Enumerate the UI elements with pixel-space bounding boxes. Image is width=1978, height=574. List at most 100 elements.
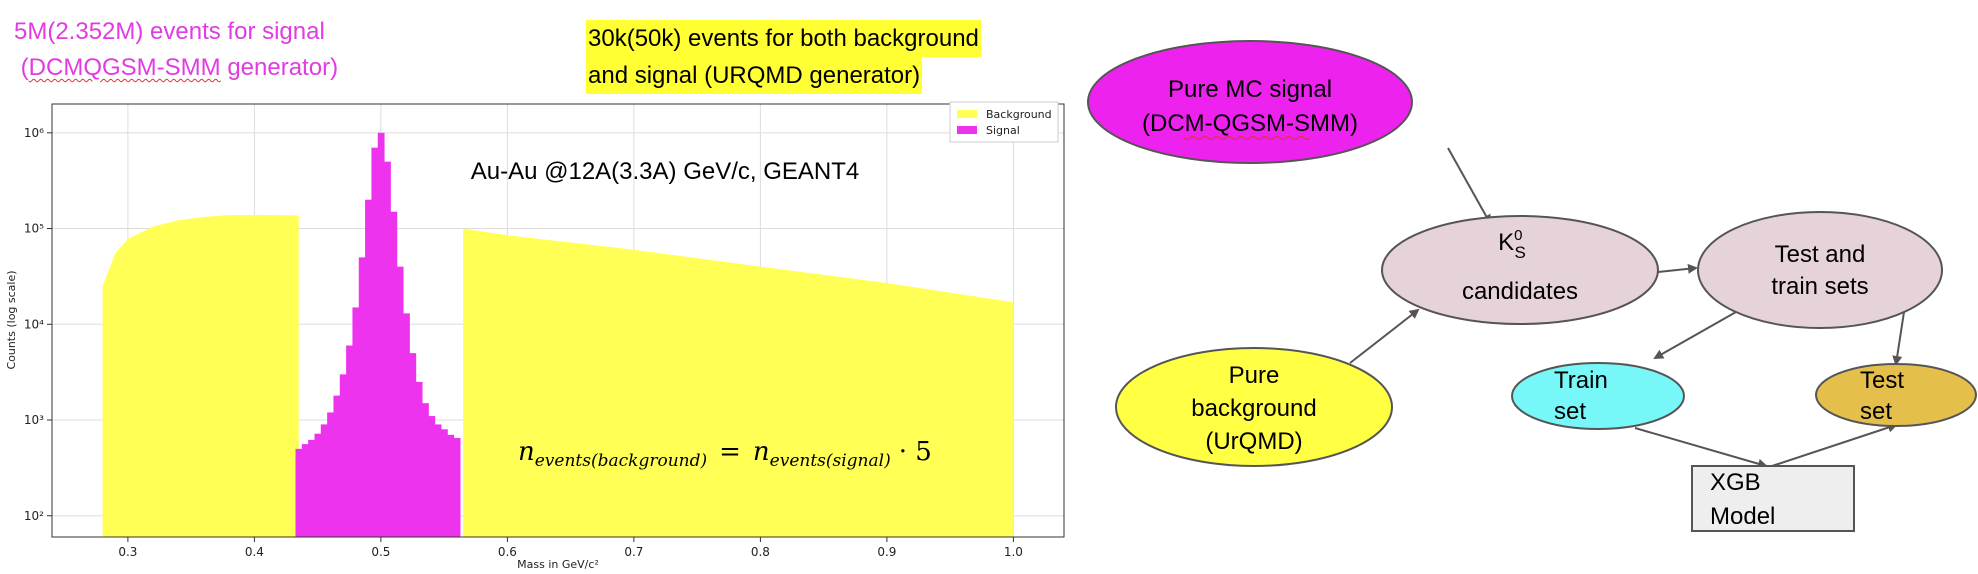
edge-k0s-to-sets [1657,263,1698,274]
signal-bar [396,266,404,537]
pure-background-ellipse [1115,347,1393,467]
signal-bar [440,429,448,537]
signal-bar [447,434,455,537]
pipeline-diagram: Pure MC signal (DCM-QGSM-SMM) K0 S candid… [1087,40,1977,532]
node-train-set: Train set [1511,362,1685,430]
plot-frame [51,103,1065,538]
y-tick-label: 10² [24,509,44,523]
xgb-model-line2: Model [1710,503,1775,530]
signal-bar [365,199,372,538]
k0s-candidates-label: candidates [1462,278,1578,305]
background-region-high [463,228,1014,537]
test-set-line2: set [1860,398,1892,425]
formula-rhs-subscript: events(signal) [770,451,891,471]
legend-label-signal: Signal [986,124,1020,137]
signal-bar [453,437,461,537]
signal-bar [403,313,410,537]
signal-bar [314,433,322,537]
signal-bar [295,448,303,537]
background-events-line1: 30k(50k) events for both background [586,20,981,57]
x-tick-label: 0.6 [498,545,517,559]
k0s-superscript: 0 [1514,227,1522,244]
x-tick-label: 0.4 [245,545,264,559]
signal-bar [320,424,328,537]
formula-lhs: n [518,437,535,467]
test-set-ellipse [1815,363,1977,427]
x-tick-label: 0.8 [751,545,770,559]
signal-events-note: 5M(2.352M) events for signal (DCMQGSM-SM… [14,14,338,86]
signal-bar [371,147,379,537]
signal-bar [415,381,423,537]
signal-bar [409,353,417,537]
collision-annotation: Au-Au @12A(3.3A) GeV/c, GEANT4 [471,158,860,185]
node-test-train-sets: Test and train sets [1697,211,1943,329]
pure-mc-signal-line2: (DCM-QGSM-SMM) [1142,110,1358,137]
signal-bar [358,257,366,537]
edge-mc-to-k0s [1447,147,1491,225]
pure-background-line1: Pure [1229,362,1280,389]
signal-bar [428,416,436,537]
pure-background-line2: background [1191,395,1316,422]
node-pure-background: Pure background (UrQMD) [1115,347,1393,467]
x-tick-label: 0.5 [371,545,390,559]
x-tick-label: 0.7 [624,545,643,559]
events-ratio-formula: nevents(background) = nevents(signal) · 5 [518,437,932,471]
train-set-line1: Train [1554,367,1608,394]
test-train-sets-line2: train sets [1771,273,1868,300]
signal-bar [390,211,398,537]
x-tick-label: 0.3 [118,545,137,559]
pure-mc-signal-line1: Pure MC signal [1168,76,1332,103]
test-train-sets-ellipse [1697,211,1943,329]
edge-train-to-xgb [1634,427,1768,469]
y-tick-label: 10⁶ [24,126,44,140]
signal-bar [346,345,353,537]
edge-sets-to-test [1892,311,1905,366]
legend: Background Signal [949,101,1059,143]
node-test-set: Test set [1815,363,1977,427]
signal-bar [339,374,347,537]
signal-bar [301,444,309,537]
x-tick-label: 1.0 [1004,545,1023,559]
x-axis-label: Mass in GeV/c² [517,558,599,571]
signal-bar [377,132,385,537]
k0s-subscript: S [1515,243,1526,262]
mass-histogram: 0.3 0.4 0.5 0.6 0.7 0.8 0.9 1.010²10³10⁴10⁵10⁶ … [5,101,1065,571]
legend-label-background: Background [986,108,1052,121]
edge-bkg-to-k0s [1349,308,1420,364]
test-train-sets-line1: Test and [1775,241,1866,268]
signal-bar [308,439,315,537]
node-xgb-model: XGB Model [1691,465,1855,532]
signal-bar [434,424,442,537]
signal-bar [327,412,334,537]
pure-mc-signal-ellipse [1087,40,1413,164]
train-set-ellipse [1511,362,1685,430]
signal-bar [384,161,391,538]
test-set-line1: Test [1860,367,1904,394]
node-pure-mc-signal: Pure MC signal (DCM-QGSM-SMM) [1087,40,1413,164]
signal-events-line2-post: generator) [220,54,339,81]
legend-swatch-signal [957,126,977,134]
axis-ticks: 0.3 0.4 0.5 0.6 0.7 0.8 0.9 1.0 10² 10³ 10⁴ 10⁵ 10⁶ [24,126,1023,559]
legend-box [949,101,1059,143]
pure-background-line3: (UrQMD) [1205,428,1302,455]
formula-lhs-subscript: events(background) [535,451,707,471]
legend-swatch-background [957,110,977,118]
y-tick-label: 10³ [24,413,44,427]
y-tick-label: 10⁵ [24,222,44,236]
xgb-model-line1: XGB [1710,469,1761,496]
formula-multiplier: · 5 [899,437,932,467]
k0s-symbol: K0 S [1498,227,1526,262]
k0s-k: K [1498,229,1514,256]
signal-bar [422,403,429,537]
signal-generator-name: DCMQGSM-SMM [28,54,221,81]
edge-sets-to-train [1653,311,1737,359]
node-k0s-candidates: K0 S candidates [1381,215,1659,325]
background-events-note: 30k(50k) events for both background and … [586,20,981,94]
background-region-low [102,214,299,537]
background-events-line2: and signal (URQMD generator) [586,57,923,94]
histogram-bars [102,132,1014,538]
x-tick-label: 0.9 [877,545,896,559]
spellcheck-squiggle [1183,136,1311,140]
signal-events-line1: 5M(2.352M) events for signal [14,18,325,45]
edge-xgb-to-test [1771,422,1898,467]
